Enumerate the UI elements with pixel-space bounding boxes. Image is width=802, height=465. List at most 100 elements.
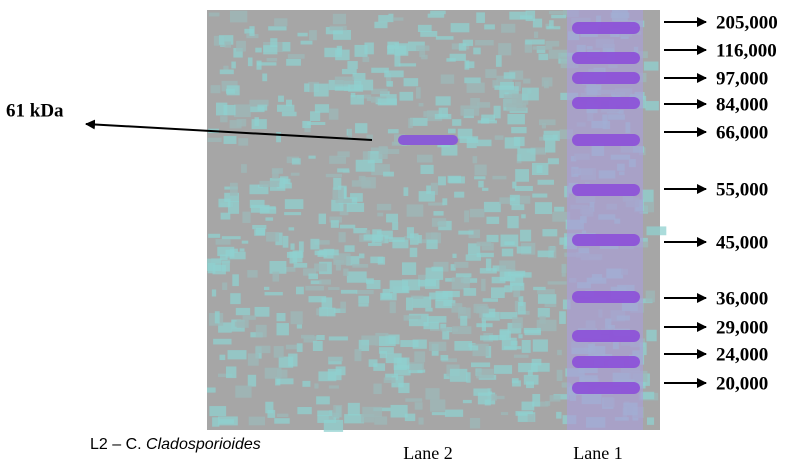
texture-patch (227, 350, 247, 360)
texture-patch (477, 120, 497, 124)
texture-patch (515, 169, 529, 182)
texture-patch (323, 419, 344, 432)
texture-patch (215, 102, 228, 116)
texture-patch (331, 199, 344, 212)
marker-label: 36,000 (716, 288, 768, 309)
texture-patch (469, 417, 481, 429)
texture-patch (543, 134, 558, 140)
texture-patch (503, 72, 516, 79)
texture-patch (433, 211, 444, 216)
texture-patch (514, 272, 532, 278)
texture-patch (547, 158, 559, 165)
texture-patch (373, 363, 386, 371)
ladder-band (572, 291, 640, 303)
ladder-band (572, 184, 640, 196)
texture-patch (362, 56, 370, 63)
texture-patch (351, 180, 371, 187)
texture-patch (491, 394, 497, 401)
texture-patch (504, 285, 513, 293)
texture-patch (249, 184, 269, 195)
texture-patch (249, 99, 269, 107)
texture-patch (285, 344, 298, 350)
texture-patch (276, 312, 286, 322)
texture-patch (312, 340, 323, 352)
texture-patch (213, 338, 232, 345)
texture-patch (329, 155, 347, 164)
texture-patch (277, 104, 295, 112)
texture-patch (387, 129, 399, 134)
texture-patch (634, 201, 655, 213)
texture-patch (350, 193, 363, 202)
texture-patch (314, 263, 327, 272)
texture-patch (319, 307, 328, 317)
texture-patch (374, 416, 388, 425)
texture-patch (546, 26, 561, 30)
texture-patch (328, 385, 339, 389)
texture-patch (430, 399, 446, 412)
texture-patch (441, 358, 458, 363)
texture-patch (254, 306, 270, 317)
texture-patch (532, 193, 548, 198)
texture-patch (391, 375, 404, 388)
texture-patch (444, 409, 464, 417)
texture-patch (449, 368, 468, 382)
texture-patch (418, 102, 424, 107)
texture-patch (450, 23, 470, 33)
lane-label: Lane 1 (573, 443, 622, 463)
texture-patch (539, 119, 556, 126)
texture-patch (288, 227, 295, 231)
texture-patch (417, 154, 433, 163)
texture-patch (499, 260, 516, 272)
texture-patch (553, 394, 570, 400)
marker-label: 20,000 (716, 373, 768, 394)
texture-patch (539, 136, 545, 141)
texture-patch (251, 119, 267, 129)
texture-patch (516, 246, 532, 254)
texture-patch (438, 176, 446, 186)
marker-label: 205,000 (716, 12, 778, 33)
texture-patch (465, 254, 482, 261)
texture-patch (405, 398, 423, 402)
texture-patch (347, 402, 360, 416)
texture-patch (469, 208, 485, 218)
texture-patch (420, 164, 434, 174)
texture-patch (431, 218, 447, 227)
texture-patch (527, 414, 535, 422)
texture-patch (537, 289, 555, 294)
texture-patch (402, 262, 417, 275)
texture-patch (525, 39, 545, 45)
texture-patch (284, 199, 304, 210)
texture-patch (209, 406, 227, 417)
texture-patch (515, 411, 533, 416)
texture-patch (267, 409, 276, 418)
texture-patch (232, 274, 239, 287)
texture-patch (303, 268, 317, 276)
texture-patch (512, 181, 517, 189)
texture-patch (545, 401, 551, 406)
texture-patch (557, 349, 562, 356)
texture-patch (250, 204, 270, 213)
texture-patch (435, 96, 451, 106)
texture-patch (227, 201, 240, 214)
texture-patch (284, 212, 302, 216)
texture-patch (476, 252, 494, 258)
texture-patch (265, 401, 274, 414)
texture-patch (419, 49, 426, 58)
texture-patch (451, 303, 463, 313)
texture-patch (534, 202, 552, 215)
texture-patch (435, 290, 453, 302)
texture-patch (521, 401, 535, 411)
marker-label: 45,000 (716, 232, 768, 253)
texture-patch (462, 399, 472, 404)
texture-patch (446, 58, 456, 62)
texture-patch (501, 23, 516, 33)
texture-patch (449, 53, 466, 61)
texture-patch (303, 336, 318, 343)
ladder-band (572, 52, 640, 64)
texture-patch (333, 177, 342, 190)
texture-patch (421, 239, 427, 244)
texture-patch (370, 256, 384, 264)
texture-patch (276, 413, 289, 418)
texture-patch (371, 164, 390, 176)
texture-patch (229, 182, 238, 196)
